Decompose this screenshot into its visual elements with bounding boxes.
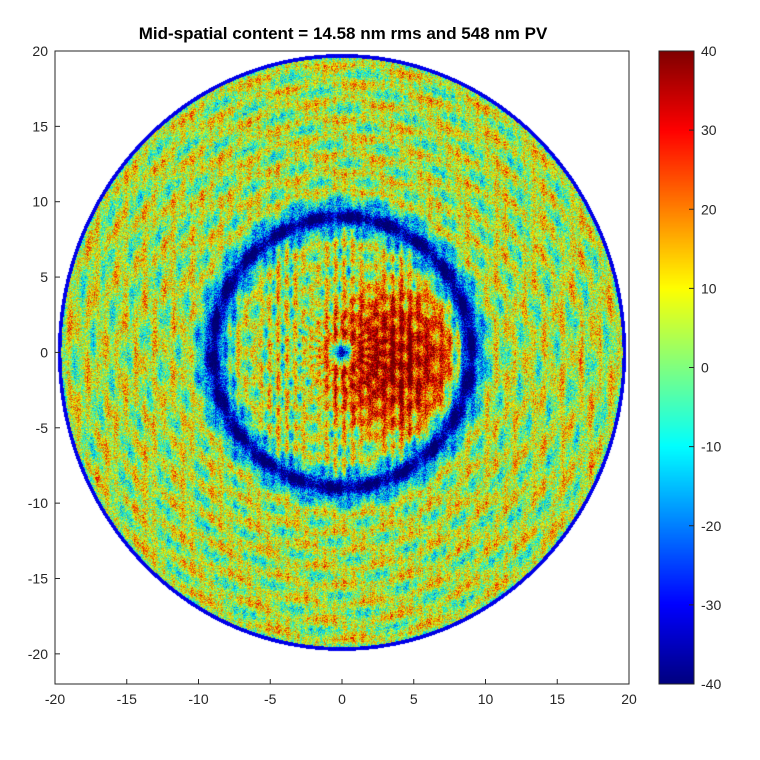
x-tick-label: -20 xyxy=(45,691,65,707)
colorbar-tick-label: -20 xyxy=(701,518,721,534)
y-tick-label: 20 xyxy=(32,43,48,59)
y-tick-label: 5 xyxy=(40,269,48,285)
x-axis-ticks: -20 -15 -10 -5 0 5 10 15 20 xyxy=(45,679,637,707)
colorbar-tick-label: 40 xyxy=(701,43,717,59)
y-tick-label: 0 xyxy=(40,344,48,360)
colorbar-tick-label: 30 xyxy=(701,122,717,138)
y-tick-label: 15 xyxy=(32,118,48,134)
colorbar-tick-label: 20 xyxy=(701,201,717,217)
y-tick-label: -20 xyxy=(28,646,48,662)
x-tick-label: 15 xyxy=(549,691,565,707)
x-tick-label: 20 xyxy=(621,691,637,707)
y-tick-label: -15 xyxy=(28,571,48,587)
x-tick-label: 0 xyxy=(338,691,346,707)
x-tick-label: -10 xyxy=(188,691,208,707)
x-tick-label: -5 xyxy=(264,691,277,707)
y-axis-ticks: 20 15 10 5 0 -5 -10 -15 -20 xyxy=(28,43,60,662)
colorbar-tick-label: -10 xyxy=(701,439,721,455)
colorbar-tick-label: 10 xyxy=(701,280,717,296)
x-tick-label: 5 xyxy=(410,691,418,707)
colorbar-tick-label: -40 xyxy=(701,676,721,692)
colorbar xyxy=(659,51,694,684)
colorbar-tick-label: -30 xyxy=(701,597,721,613)
chart-title: Mid-spatial content = 14.58 nm rms and 5… xyxy=(139,24,548,43)
x-tick-label: -15 xyxy=(117,691,137,707)
y-tick-label: 10 xyxy=(32,194,48,210)
y-tick-label: -10 xyxy=(28,495,48,511)
x-tick-label: 10 xyxy=(478,691,494,707)
y-tick-label: -5 xyxy=(36,420,49,436)
colorbar-tick-label: 0 xyxy=(701,360,709,376)
colorbar-ticks: 40 30 20 10 0 -10 -20 -30 -40 xyxy=(689,43,721,692)
heatmap-surface xyxy=(55,51,629,684)
